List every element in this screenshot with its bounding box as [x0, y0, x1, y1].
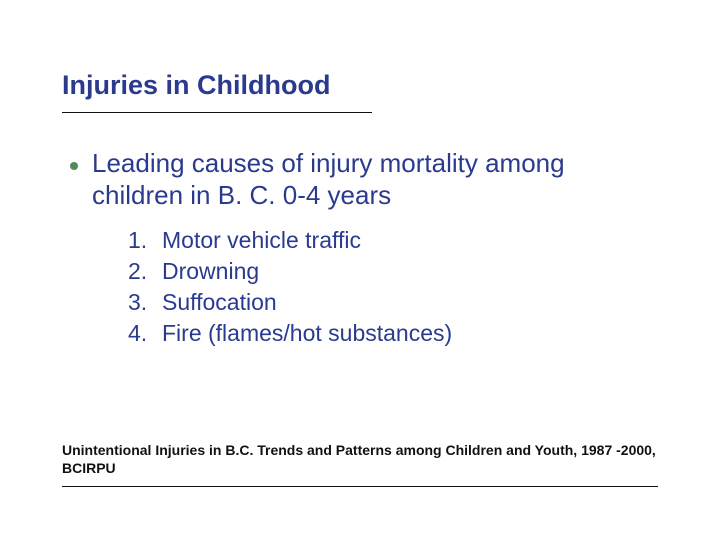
list-item-number: 3.: [128, 287, 162, 318]
list-item: 1. Motor vehicle traffic: [128, 225, 452, 256]
bullet-item: Leading causes of injury mortality among…: [70, 148, 650, 211]
title-underline: [62, 112, 372, 113]
bottom-rule: [62, 486, 658, 487]
list-item-number: 1.: [128, 225, 162, 256]
slide: Injuries in Childhood Leading causes of …: [0, 0, 720, 540]
footnote-citation: Unintentional Injuries in B.C. Trends an…: [62, 442, 662, 477]
list-item-text: Suffocation: [162, 287, 277, 318]
bullet-dot-icon: [70, 162, 78, 170]
list-item-number: 4.: [128, 318, 162, 349]
slide-title: Injuries in Childhood: [62, 70, 330, 101]
list-item: 2. Drowning: [128, 256, 452, 287]
list-item-number: 2.: [128, 256, 162, 287]
list-item-text: Motor vehicle traffic: [162, 225, 361, 256]
list-item-text: Fire (flames/hot substances): [162, 318, 452, 349]
list-item-text: Drowning: [162, 256, 259, 287]
ordered-list: 1. Motor vehicle traffic 2. Drowning 3. …: [128, 225, 452, 349]
bullet-text: Leading causes of injury mortality among…: [92, 148, 650, 211]
list-item: 3. Suffocation: [128, 287, 452, 318]
list-item: 4. Fire (flames/hot substances): [128, 318, 452, 349]
